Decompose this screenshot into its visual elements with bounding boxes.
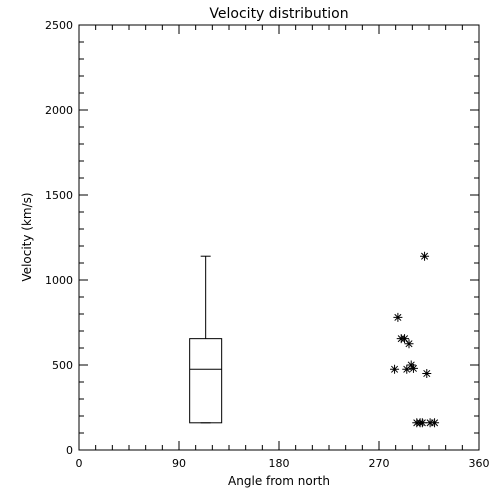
- y-tick-label: 2500: [45, 19, 73, 32]
- y-tick-label: 1000: [45, 274, 73, 287]
- y-axis-title: Velocity (km/s): [20, 192, 34, 281]
- x-tick-label: 90: [172, 457, 186, 470]
- chart-title: Velocity distribution: [209, 6, 348, 22]
- x-tick-label: 360: [469, 457, 490, 470]
- x-axis-title: Angle from north: [228, 474, 330, 488]
- data-point: [406, 360, 416, 370]
- box-iqr: [189, 338, 223, 424]
- data-point: [400, 334, 410, 344]
- data-point: [390, 364, 400, 374]
- y-tick-label: 0: [66, 444, 73, 457]
- y-tick-label: 500: [52, 359, 73, 372]
- velocity-boxplot: [189, 255, 223, 424]
- data-point: [404, 339, 414, 349]
- data-points: [390, 251, 440, 428]
- x-tick-label: 270: [369, 457, 390, 470]
- axis-tick-labels: 0 90 180 270 360 0 500 1000 1500 2000 2500: [45, 19, 490, 470]
- data-point: [393, 312, 403, 322]
- data-point: [430, 418, 440, 428]
- y-tick-label: 1500: [45, 189, 73, 202]
- plot-frame: [78, 24, 480, 451]
- data-point: [408, 363, 418, 373]
- x-tick-label: 180: [269, 457, 290, 470]
- axis-ticks: [78, 24, 480, 451]
- y-tick-label: 2000: [45, 104, 73, 117]
- data-point: [417, 418, 427, 428]
- data-point: [422, 369, 432, 378]
- data-point: [420, 251, 430, 261]
- data-point: [402, 364, 412, 374]
- x-tick-label: 0: [76, 457, 83, 470]
